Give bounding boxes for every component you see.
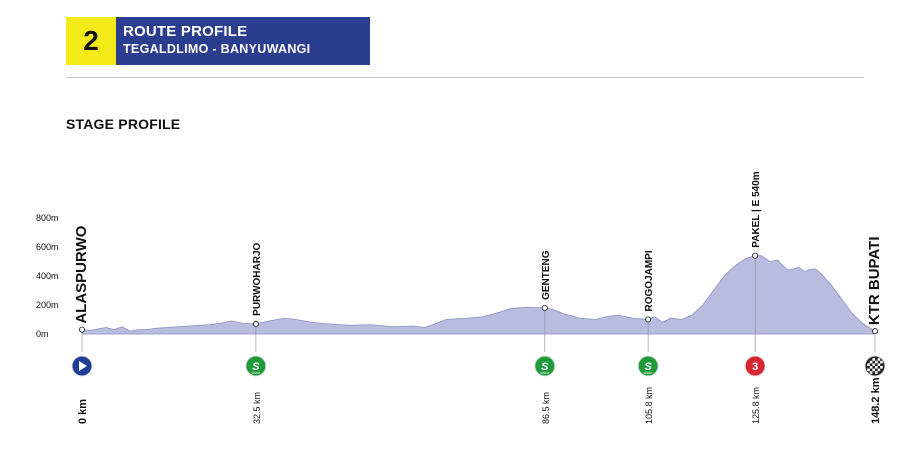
play-arrow-icon [79, 361, 87, 371]
sprint-letter-icon: S [644, 361, 652, 373]
sprint-letter-icon: S [541, 361, 549, 373]
location-point [645, 316, 652, 323]
page-title: ROUTE PROFILE [123, 23, 248, 40]
km-label: 0 km [77, 399, 89, 424]
location-label: GENTENG [541, 250, 552, 300]
stage-number-badge: 2 [66, 17, 116, 65]
sprint-badge-text: SPRINT [251, 372, 261, 375]
y-tick-label: 800m [36, 213, 59, 223]
sprint-marker-icon [637, 355, 659, 377]
checker-square [877, 363, 881, 366]
route-profile-header: ROUTE PROFILE TEGALDLIMO - BANYUWANGI [116, 17, 370, 65]
checker-square [872, 358, 875, 361]
checker-square [869, 360, 873, 364]
location-point [541, 304, 548, 311]
section-title: STAGE PROFILE [66, 116, 181, 132]
km-label: 86.5 km [541, 392, 551, 424]
location-point [871, 328, 879, 335]
checker-square [880, 366, 883, 369]
checker-square [869, 371, 873, 374]
checker-square [875, 366, 878, 369]
y-tick-label: 200m [36, 300, 59, 310]
y-tick-label: 600m [36, 242, 59, 252]
checker-square [877, 358, 881, 361]
y-tick-label: 0m [36, 329, 49, 339]
km-label: 148.2 km [870, 377, 882, 424]
km-label: 105.8 km [644, 387, 654, 424]
location-label: KTR BUPATI [866, 236, 883, 325]
checker-square [877, 368, 881, 372]
checker-square [880, 360, 883, 364]
sprint-marker-icon [534, 355, 556, 377]
checker-square [872, 363, 875, 366]
stage-route-subtitle: TEGALDLIMO - BANYUWANGI [123, 42, 311, 56]
km-label: 125.8 km [751, 387, 761, 424]
header-divider [66, 77, 864, 78]
location-label: PURWOHARJO [252, 242, 263, 315]
checker-square [869, 366, 873, 369]
y-tick-label: 400m [36, 271, 59, 281]
location-point [78, 326, 86, 333]
sprint-badge-text: SPRINT [644, 372, 654, 375]
location-label: PAKEL | E 540m [751, 171, 762, 247]
checker-square [875, 371, 878, 374]
climb-category-label: 3 [752, 361, 758, 373]
sprint-badge-text: SPRINT [540, 372, 550, 375]
location-point [752, 252, 759, 259]
location-label: ALASPURWO [73, 225, 90, 323]
checkered-flag-icon [867, 358, 883, 374]
climb-marker-icon [744, 355, 766, 377]
location-label: ROGOJAMPI [644, 250, 655, 311]
checker-square [867, 363, 870, 366]
elevation-area [81, 255, 876, 335]
checker-square [872, 368, 875, 372]
checker-square [875, 360, 878, 364]
checker-square [867, 368, 870, 372]
sprint-marker-icon [245, 355, 267, 377]
location-point [252, 320, 259, 327]
km-label: 32.5 km [252, 392, 262, 424]
sprint-letter-icon: S [252, 361, 260, 373]
